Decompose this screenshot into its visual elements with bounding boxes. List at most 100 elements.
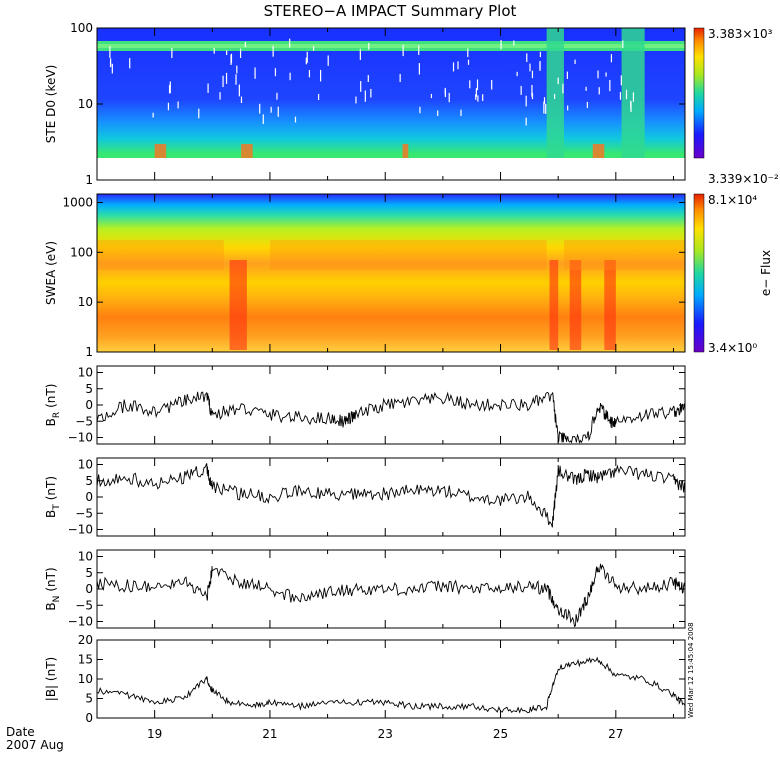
bt-y-tick-label: 5 (85, 474, 93, 488)
ste-hot-spot (154, 144, 167, 158)
br-y-tick-label: −5 (75, 414, 93, 428)
bmag-frame (96, 639, 686, 719)
ste-speckle (475, 88, 477, 97)
bmag-y-label: |B| (nT) (44, 657, 58, 701)
ste-speckle (448, 92, 450, 103)
ste-speckle (531, 70, 534, 79)
bn-y-axis: −10 −5 0 5 10 (68, 550, 685, 629)
ste-speckle (355, 96, 357, 104)
swea-orange-band (97, 240, 224, 270)
bt-y-tick-label: 10 (78, 458, 93, 472)
bt-y-axis: −10 −5 0 5 10 (68, 458, 685, 537)
swea-heatmap-base (97, 194, 685, 352)
ste-speckle (557, 77, 559, 85)
ste-colorbar-min: 3.339×10⁻² (708, 172, 779, 186)
bt-y-label-sub: T (52, 504, 62, 511)
ste-speckle (597, 70, 599, 79)
ste-speckle (574, 59, 576, 64)
ste-speckle (430, 93, 433, 99)
ste-speckle (513, 40, 515, 46)
ste-colorbar-max: 3.383×10³ (708, 27, 773, 41)
ste-speckle (171, 47, 173, 59)
x-tick-label: 23 (378, 727, 393, 741)
ste-speckle (467, 48, 469, 57)
ste-speckle (327, 55, 329, 66)
ste-speckle (110, 58, 112, 67)
ste-speckle (525, 95, 527, 107)
ste-speckle (236, 65, 238, 74)
ste-speckle (367, 75, 369, 82)
ste-speckle (553, 94, 556, 99)
ste-speckle (539, 51, 542, 58)
swea-hot-column (229, 260, 247, 350)
ste-speckle (207, 83, 209, 93)
bt-series-line (96, 463, 686, 528)
swea-panel: 1 10 100 1000 SWEA (eV) 8.1×10⁴ 3.4×10⁰ e− … (44, 193, 773, 359)
ste-event-column (546, 28, 564, 158)
ste-speckle (129, 58, 131, 69)
ste-speckle (630, 101, 632, 113)
ste-speckle (520, 85, 522, 95)
x-tick-label: 19 (147, 727, 162, 741)
swea-event-columns (97, 240, 685, 350)
ste-speckle (516, 71, 518, 77)
bn-y-label: BN (nT) (44, 567, 62, 610)
ste-speckle (277, 106, 279, 117)
ste-speckle (272, 45, 274, 57)
ste-speckle (529, 63, 531, 72)
ste-speckle (226, 50, 228, 56)
ste-speckle (531, 84, 533, 97)
ste-speckle (235, 74, 237, 85)
br-y-axis: −10 −5 0 5 10 (68, 366, 685, 445)
ste-speckle (289, 38, 291, 48)
ste-speckle (368, 43, 370, 50)
br-y-label: BR (nT) (44, 384, 62, 427)
bmag-y-tick-label: 10 (78, 672, 93, 686)
x-tick-label: 25 (493, 727, 508, 741)
ste-speckle (289, 72, 291, 81)
bmag-y-tick-label: 20 (78, 633, 93, 647)
swea-colorbar-max: 8.1×10⁴ (708, 193, 757, 207)
bn-y-tick-label: −5 (75, 598, 93, 612)
br-series-line (96, 391, 686, 444)
bmag-panel: 0 5 10 15 20 |B| (nT) (44, 633, 686, 725)
ste-speckle (610, 54, 613, 63)
ste-speckle (475, 94, 477, 100)
ste-hot-spot (241, 144, 253, 158)
bn-y-label-unit: (nT) (44, 567, 58, 591)
ste-speckle (364, 90, 366, 102)
ste-speckle (526, 53, 528, 63)
bt-y-label: BT (nT) (44, 476, 62, 518)
ste-speckle (167, 102, 170, 111)
ste-speckle (312, 45, 315, 51)
ste-speckle (238, 84, 240, 97)
ste-speckle (111, 63, 113, 74)
bn-y-tick-label: 0 (85, 582, 93, 596)
ste-speckle (239, 48, 242, 58)
swea-y-tick-label: 1000 (62, 195, 93, 209)
period-label: 2007 Aug (6, 738, 64, 752)
ste-speckle (198, 108, 200, 119)
x-tick-label: 27 (608, 727, 623, 741)
ste-speckle (444, 87, 446, 95)
swea-y-axis: 1 10 100 1000 (62, 195, 685, 359)
swea-orange-band (269, 240, 547, 270)
ste-speckle (585, 86, 587, 91)
ste-speckle (360, 81, 362, 92)
bn-panel: −10 −5 0 5 10 BN (nT) (44, 549, 686, 629)
ste-speckle (632, 92, 635, 102)
ste-y-label: STE D0 (keV) (44, 65, 58, 144)
ste-speckle (109, 46, 111, 59)
ste-speckle (213, 47, 215, 54)
ste-speckle (586, 101, 588, 109)
ste-green-band-core (97, 44, 685, 48)
bn-y-tick-label: 10 (78, 550, 93, 564)
swea-hot-column (549, 260, 559, 350)
ste-speckle (230, 53, 233, 64)
swea-colorbar-min: 3.4×10⁰ (708, 341, 757, 355)
ste-speckle (609, 80, 611, 92)
ste-speckle (270, 106, 272, 113)
ste-speckle (457, 61, 459, 70)
ste-speckle (476, 79, 479, 91)
